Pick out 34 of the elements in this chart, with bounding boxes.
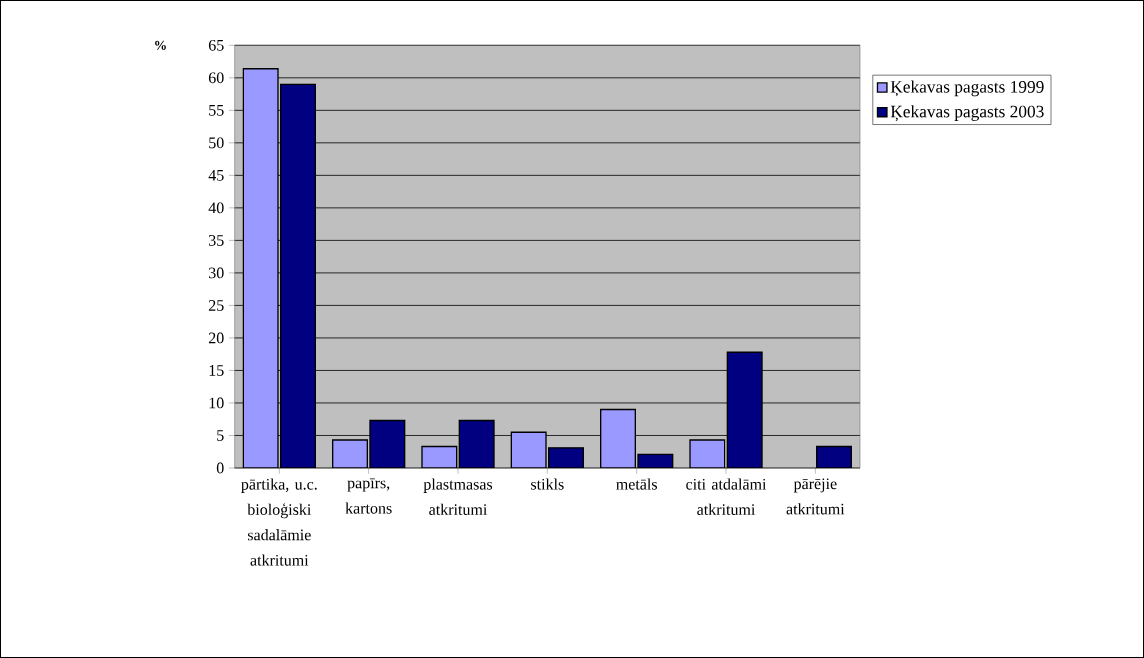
- x-tick-label: pārtika, u.c. bioloģiski sadalāmie atkritumi: [241, 478, 317, 566]
- bar: [459, 420, 494, 468]
- bar: [243, 68, 278, 468]
- legend-label: Ķekavas pagasts 1999: [890, 80, 1044, 97]
- y-tick-label: 40: [208, 202, 224, 214]
- y-tick-label: 20: [208, 332, 224, 344]
- y-tick-label: 65: [208, 39, 224, 51]
- x-tick-label: stikls: [531, 478, 564, 490]
- y-tick-label: 0: [216, 462, 224, 474]
- y-tick-label: 25: [208, 300, 224, 311]
- bar: [548, 447, 584, 468]
- y-tick-label: 45: [208, 170, 224, 181]
- y-tick-label: 15: [209, 365, 224, 376]
- bar: [280, 84, 316, 468]
- y-tick-label: 30: [209, 267, 224, 279]
- bar: [370, 420, 405, 468]
- y-tick-label: 35: [209, 235, 224, 246]
- x-tick-label: citi atdalāmi atkritumi: [686, 478, 767, 515]
- bar: [511, 432, 547, 468]
- y-tick-label: 5: [217, 430, 224, 441]
- y-tick-label: 50: [209, 137, 224, 149]
- x-tick-label: plastmasas atkritumi: [423, 478, 493, 515]
- legend-label: Ķekavas pagasts 2003: [890, 105, 1044, 121]
- y-axis-title: %: [155, 40, 166, 50]
- bar: [816, 445, 853, 468]
- y-tick-label: 60: [208, 72, 224, 84]
- y-tick-label: 10: [209, 397, 224, 409]
- x-tick-label: pārējie atkritumi: [786, 478, 845, 515]
- bar: [600, 409, 636, 468]
- bar: [726, 351, 763, 468]
- x-tick-label: metāls: [616, 478, 657, 490]
- bar: [332, 440, 368, 468]
- y-tick-label: 55: [209, 105, 224, 116]
- x-tick-label: papīrs, kartons: [345, 478, 392, 514]
